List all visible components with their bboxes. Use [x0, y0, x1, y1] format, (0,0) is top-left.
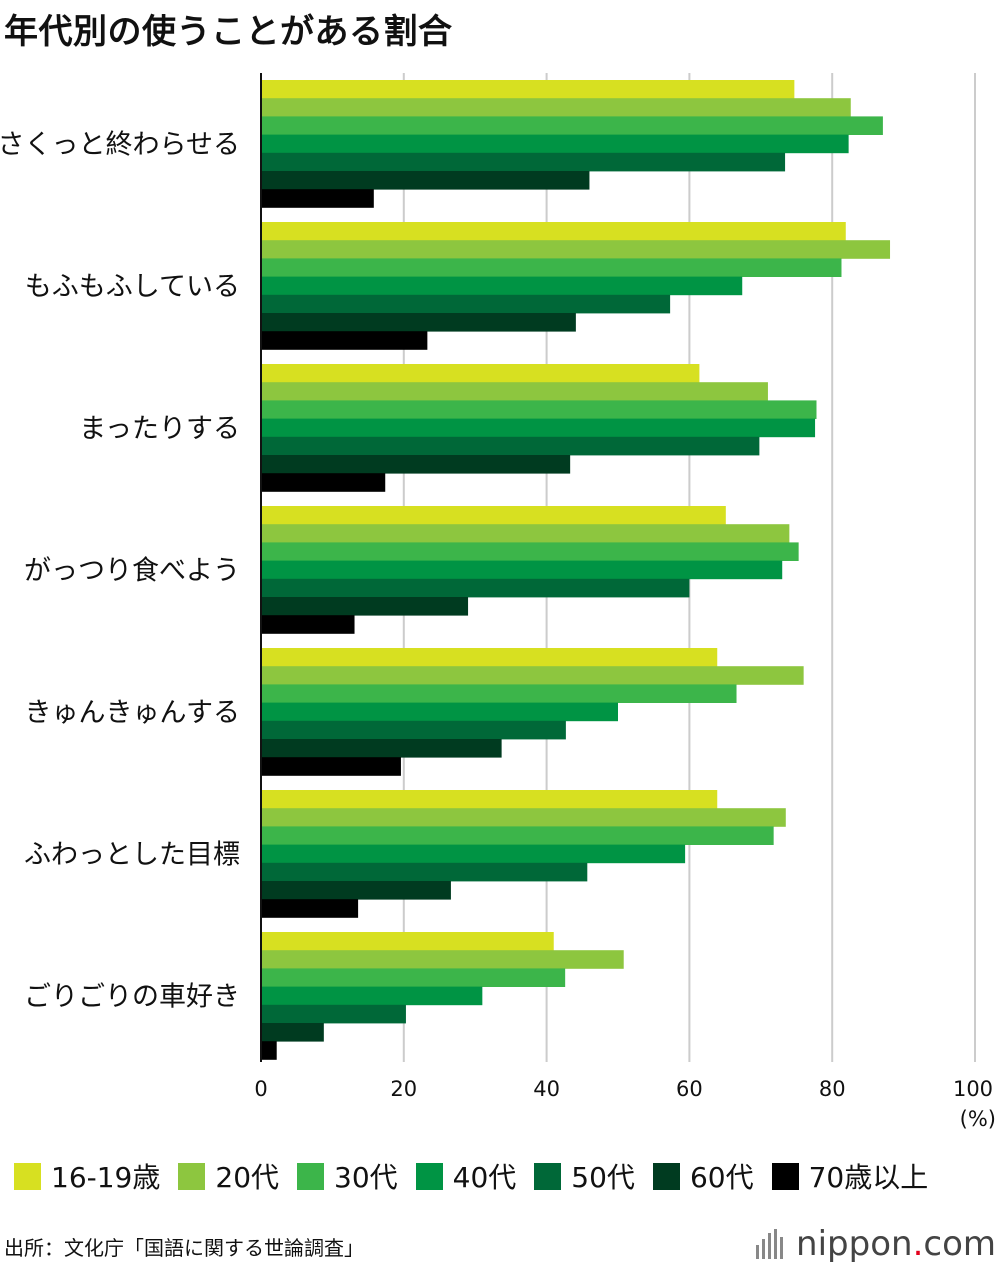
bar	[261, 1004, 406, 1024]
x-tick-label: 20	[390, 1077, 417, 1101]
bar	[261, 436, 760, 456]
legend-swatch	[14, 1162, 41, 1190]
bar	[261, 276, 743, 296]
bar	[261, 648, 718, 667]
bar	[261, 524, 790, 543]
legend-swatch	[178, 1162, 206, 1190]
legend-swatch	[415, 1162, 443, 1190]
chart-title: 年代別の使うことがある割合	[4, 12, 453, 52]
bar	[261, 899, 359, 918]
category-label: ごりごりの車好き	[24, 982, 240, 1013]
legend-swatch	[297, 1162, 325, 1190]
bar	[261, 258, 842, 277]
bar	[261, 98, 851, 117]
legend: 16-19歳 20代 30代 40代 50代 60代 70歳以上	[14, 1158, 994, 1194]
bar	[261, 171, 590, 190]
category-label: がっつり食べよう	[24, 556, 240, 587]
bar	[261, 189, 374, 208]
category-label: まったりする	[79, 414, 240, 445]
bar	[261, 1041, 277, 1060]
legend-label: 60代	[689, 1161, 754, 1194]
legend-item: 40代	[415, 1156, 517, 1196]
legend-swatch	[534, 1162, 562, 1190]
bar	[261, 808, 786, 827]
legend-swatch	[652, 1162, 680, 1190]
bar	[261, 757, 401, 776]
legend-item: 16-19歳	[14, 1156, 160, 1196]
bar	[261, 739, 502, 758]
source-note: 出所：文化庁「国語に関する世論調査」	[4, 1236, 364, 1260]
legend-item: 50代	[534, 1156, 635, 1196]
legend-label: 40代	[452, 1161, 517, 1194]
legend-item: 20代	[178, 1156, 279, 1196]
bar	[261, 152, 786, 172]
bar	[261, 702, 618, 722]
legend-label: 16-19歳	[51, 1161, 161, 1194]
logo-name: nippon	[796, 1224, 913, 1264]
bar	[261, 932, 554, 951]
bar	[261, 862, 588, 882]
bar	[261, 506, 726, 525]
bar	[261, 80, 795, 99]
x-tick-label: 60	[676, 1077, 703, 1101]
bar	[261, 294, 671, 314]
legend-item: 60代	[652, 1156, 754, 1196]
bar	[261, 116, 883, 135]
bar	[261, 578, 690, 598]
x-tick-labels: 0 20 40 60 80 100	[254, 1077, 993, 1101]
category-label: もふもふしている	[25, 272, 240, 303]
bar	[261, 240, 891, 259]
bar	[261, 542, 799, 561]
bar	[261, 881, 451, 900]
bar	[261, 615, 355, 634]
logo-bars-icon	[756, 1229, 786, 1259]
bar	[261, 382, 768, 401]
bar	[261, 222, 846, 241]
bar	[261, 455, 571, 474]
bar	[261, 364, 700, 383]
legend-swatch	[771, 1162, 799, 1190]
category-label: さくっと終わらせる	[0, 130, 240, 161]
bar	[261, 331, 428, 350]
unit-label: (%)	[960, 1107, 996, 1131]
bar	[261, 986, 483, 1006]
bar	[261, 597, 469, 616]
bar	[261, 418, 816, 438]
bar	[261, 720, 566, 740]
logo-suffix: com	[923, 1224, 996, 1264]
bar	[261, 134, 849, 154]
legend-label: 30代	[334, 1161, 398, 1194]
category-labels: さくっと終わらせるもふもふしているまったりするがっつり食べようきゅんきゅんするふ…	[0, 130, 240, 1013]
bar	[261, 400, 817, 419]
bar	[261, 1023, 324, 1042]
logo-dot: .	[912, 1224, 924, 1264]
bar	[261, 844, 686, 864]
legend-item: 70歳以上	[771, 1156, 929, 1196]
legend-label: 70歳以上	[808, 1161, 929, 1194]
nippon-com-logo: nippon. com	[756, 1224, 996, 1264]
bar	[261, 826, 774, 845]
category-label: ふわっとした目標	[24, 840, 240, 871]
x-tick-label: 0	[254, 1077, 267, 1101]
x-tick-label: 80	[819, 1077, 846, 1101]
x-tick-label: 40	[533, 1077, 560, 1101]
bars	[261, 80, 891, 1060]
bar	[261, 473, 386, 492]
legend-item: 30代	[297, 1156, 398, 1196]
bar	[261, 950, 624, 969]
bar	[261, 968, 566, 987]
category-label: きゅんきゅんする	[25, 698, 240, 729]
bar	[261, 666, 804, 685]
bar-chart: さくっと終わらせるもふもふしているまったりするがっつり食べようきゅんきゅんするふ…	[0, 73, 996, 1131]
x-tick-label: 100	[953, 1077, 993, 1101]
bar	[261, 313, 576, 332]
legend-label: 50代	[571, 1161, 635, 1194]
bar	[261, 790, 718, 809]
bar	[261, 560, 783, 580]
bar	[261, 684, 737, 703]
legend-label: 20代	[215, 1161, 280, 1194]
